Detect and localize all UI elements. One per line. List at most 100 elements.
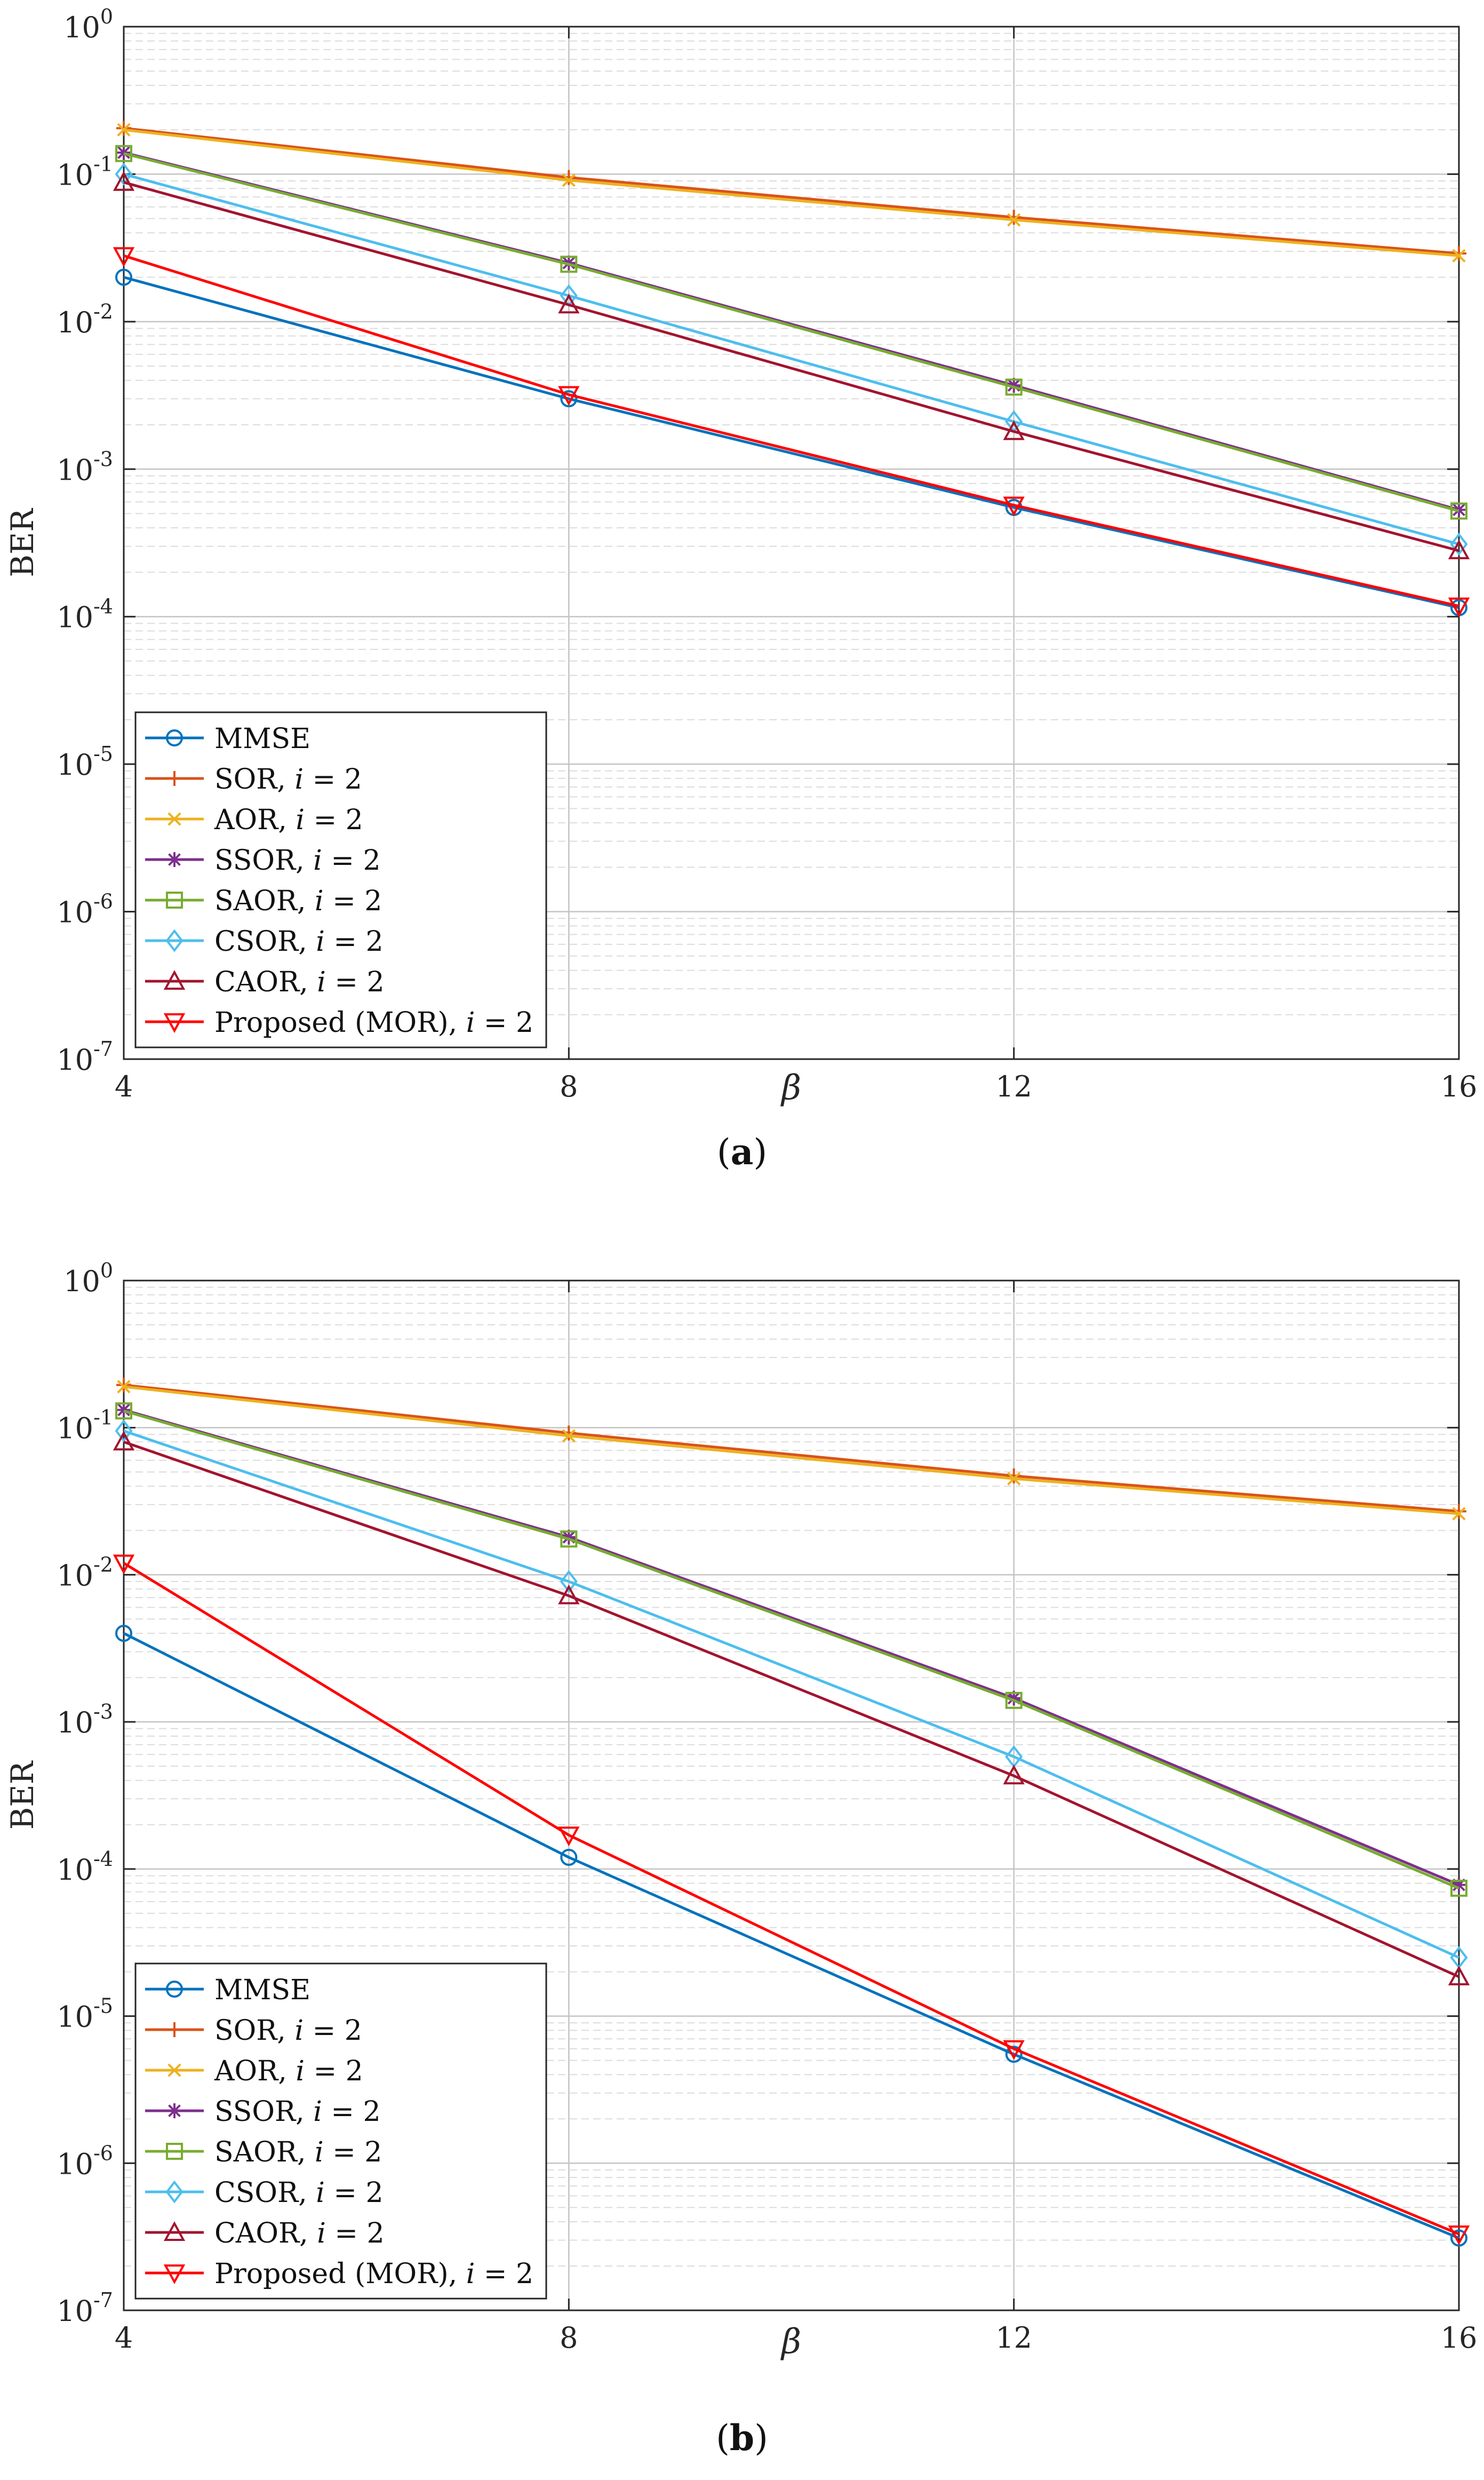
data-point — [115, 1419, 133, 1443]
data-point — [1450, 532, 1468, 556]
series-group — [113, 1377, 1470, 2247]
axes-box — [123, 1279, 1460, 2311]
data-point — [163, 1013, 186, 1033]
y-tick-label: 10-7 — [57, 2288, 113, 2328]
legend-label: MMSE — [214, 723, 310, 755]
y-axis-label: BER — [4, 1760, 41, 1830]
data-point — [166, 729, 183, 746]
series-line — [123, 1562, 1459, 2236]
data-point — [558, 1826, 580, 1847]
legend-label: SAOR, i = 2 — [214, 885, 382, 917]
data-point — [113, 1554, 135, 1575]
series-line — [123, 181, 1459, 552]
data-point — [561, 170, 577, 185]
data-point — [167, 852, 182, 867]
series-line — [123, 1632, 1459, 2239]
legend-label: CSOR, i = 2 — [214, 926, 384, 958]
legend-item: AOR, i = 2 — [145, 804, 363, 836]
legend-label: SSOR, i = 2 — [214, 2096, 381, 2128]
legend-label: Proposed (MOR), i = 2 — [214, 1007, 533, 1039]
series-line — [123, 173, 1459, 546]
data-point — [1448, 2225, 1470, 2246]
data-point — [1006, 378, 1022, 393]
data-point — [558, 293, 580, 314]
legend-label: Proposed (MOR), i = 2 — [214, 2258, 533, 2290]
legend-item: MMSE — [145, 723, 310, 755]
data-point — [1006, 210, 1022, 225]
data-point — [113, 247, 135, 267]
data-point — [163, 970, 186, 990]
series-line — [123, 1384, 1459, 1513]
data-point — [561, 1425, 577, 1441]
y-axis-label: BER — [4, 507, 41, 577]
y-tick-label: 10-3 — [57, 1700, 113, 1739]
x-tick-label: 12 — [995, 2321, 1032, 2355]
x-tick-label: 8 — [560, 2321, 578, 2355]
data-point — [1005, 1691, 1023, 1709]
legend-item: SAOR, i = 2 — [145, 2136, 382, 2168]
legend-box — [134, 1962, 547, 2300]
data-point — [1451, 1504, 1466, 1519]
x-tick-label: 4 — [115, 1070, 133, 1103]
data-point — [1450, 1879, 1467, 1897]
legend-item: CSOR, i = 2 — [145, 2177, 384, 2209]
y-tick-label: 10-4 — [57, 595, 113, 634]
data-point — [166, 1981, 183, 1998]
caption-a: (a) — [716, 1131, 768, 1173]
data-point — [558, 1584, 580, 1604]
data-point — [163, 2221, 186, 2241]
data-point — [116, 121, 131, 136]
y-tick-label: 10-2 — [57, 1553, 113, 1592]
chart-panel-a: 100 10-1 10-2 10-3 10-4 10-5 10-6 10-74 8 12 16 β BE… — [4, 5, 1477, 1108]
y-tick-label: 10-7 — [57, 1037, 113, 1077]
data-point — [166, 2143, 183, 2160]
data-point — [115, 145, 132, 162]
data-point — [117, 123, 131, 137]
x-tick-label: 16 — [1441, 1070, 1478, 1103]
data-point — [1452, 1507, 1466, 1521]
data-point — [561, 1530, 577, 1545]
y-tick-label: 10-5 — [57, 742, 113, 782]
data-point — [560, 390, 578, 408]
data-point — [562, 173, 576, 187]
x-tick-label: 4 — [115, 2321, 133, 2355]
data-point — [116, 145, 131, 161]
data-point — [1448, 539, 1470, 560]
data-point — [167, 812, 181, 826]
legend-label: CAOR, i = 2 — [214, 2217, 385, 2250]
data-point — [117, 1380, 131, 1394]
data-point — [560, 1570, 578, 1593]
legend-item: SOR, i = 2 — [145, 2015, 362, 2047]
y-tick-label: 10-6 — [57, 890, 113, 929]
data-point — [560, 1849, 578, 1866]
legend-item: SAOR, i = 2 — [145, 885, 382, 917]
data-point — [113, 171, 135, 191]
y-tick-label: 10-4 — [57, 1847, 113, 1887]
data-point — [116, 1377, 131, 1393]
series-line — [123, 1441, 1460, 1978]
series-line — [123, 152, 1459, 513]
y-tick-label: 10-3 — [57, 447, 113, 487]
legend-item: SSOR, i = 2 — [145, 2096, 381, 2128]
series-line — [123, 1429, 1460, 1959]
legend-item: Proposed (MOR), i = 2 — [145, 2258, 533, 2290]
data-point — [167, 2063, 181, 2077]
legend-box — [134, 711, 547, 1048]
series-group — [113, 121, 1470, 617]
series-line — [123, 276, 1459, 609]
legend-item: MMSE — [145, 1974, 310, 2006]
legend-label: SSOR, i = 2 — [214, 845, 381, 877]
y-tick-label: 10-1 — [57, 152, 113, 192]
legend-item: CAOR, i = 2 — [145, 966, 385, 998]
data-point — [167, 2022, 182, 2037]
data-point — [115, 162, 133, 186]
data-point — [1448, 597, 1470, 617]
series-line — [123, 1409, 1459, 1890]
data-point — [116, 1402, 131, 1418]
data-point — [165, 2180, 183, 2204]
data-point — [113, 1430, 135, 1451]
data-point — [115, 1402, 132, 1420]
y-tick-label: 10-1 — [57, 1406, 113, 1445]
y-tick-label: 10-5 — [57, 1994, 113, 2034]
